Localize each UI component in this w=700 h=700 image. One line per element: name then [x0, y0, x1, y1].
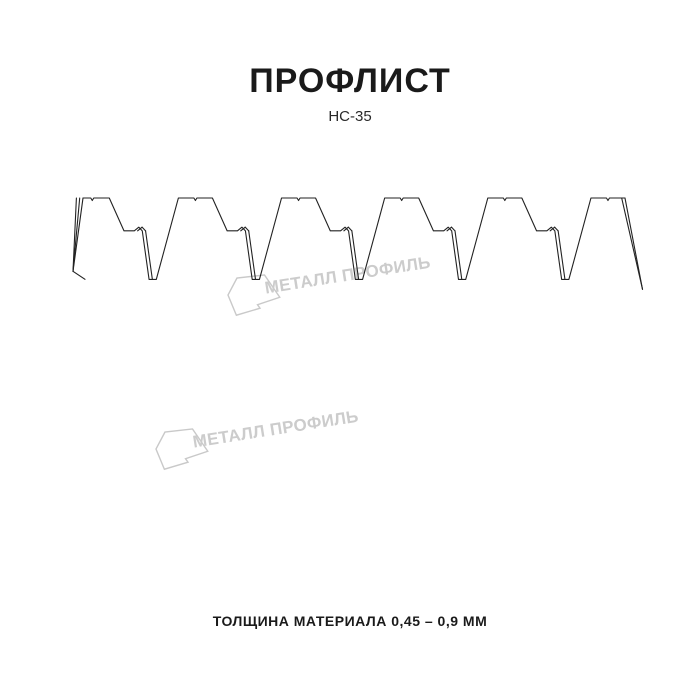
svg-text:МЕТАЛЛ ПРОФИЛЬ: МЕТАЛЛ ПРОФИЛЬ: [191, 407, 359, 452]
svg-text:МЕТАЛЛ ПРОФИЛЬ: МЕТАЛЛ ПРОФИЛЬ: [263, 253, 431, 298]
